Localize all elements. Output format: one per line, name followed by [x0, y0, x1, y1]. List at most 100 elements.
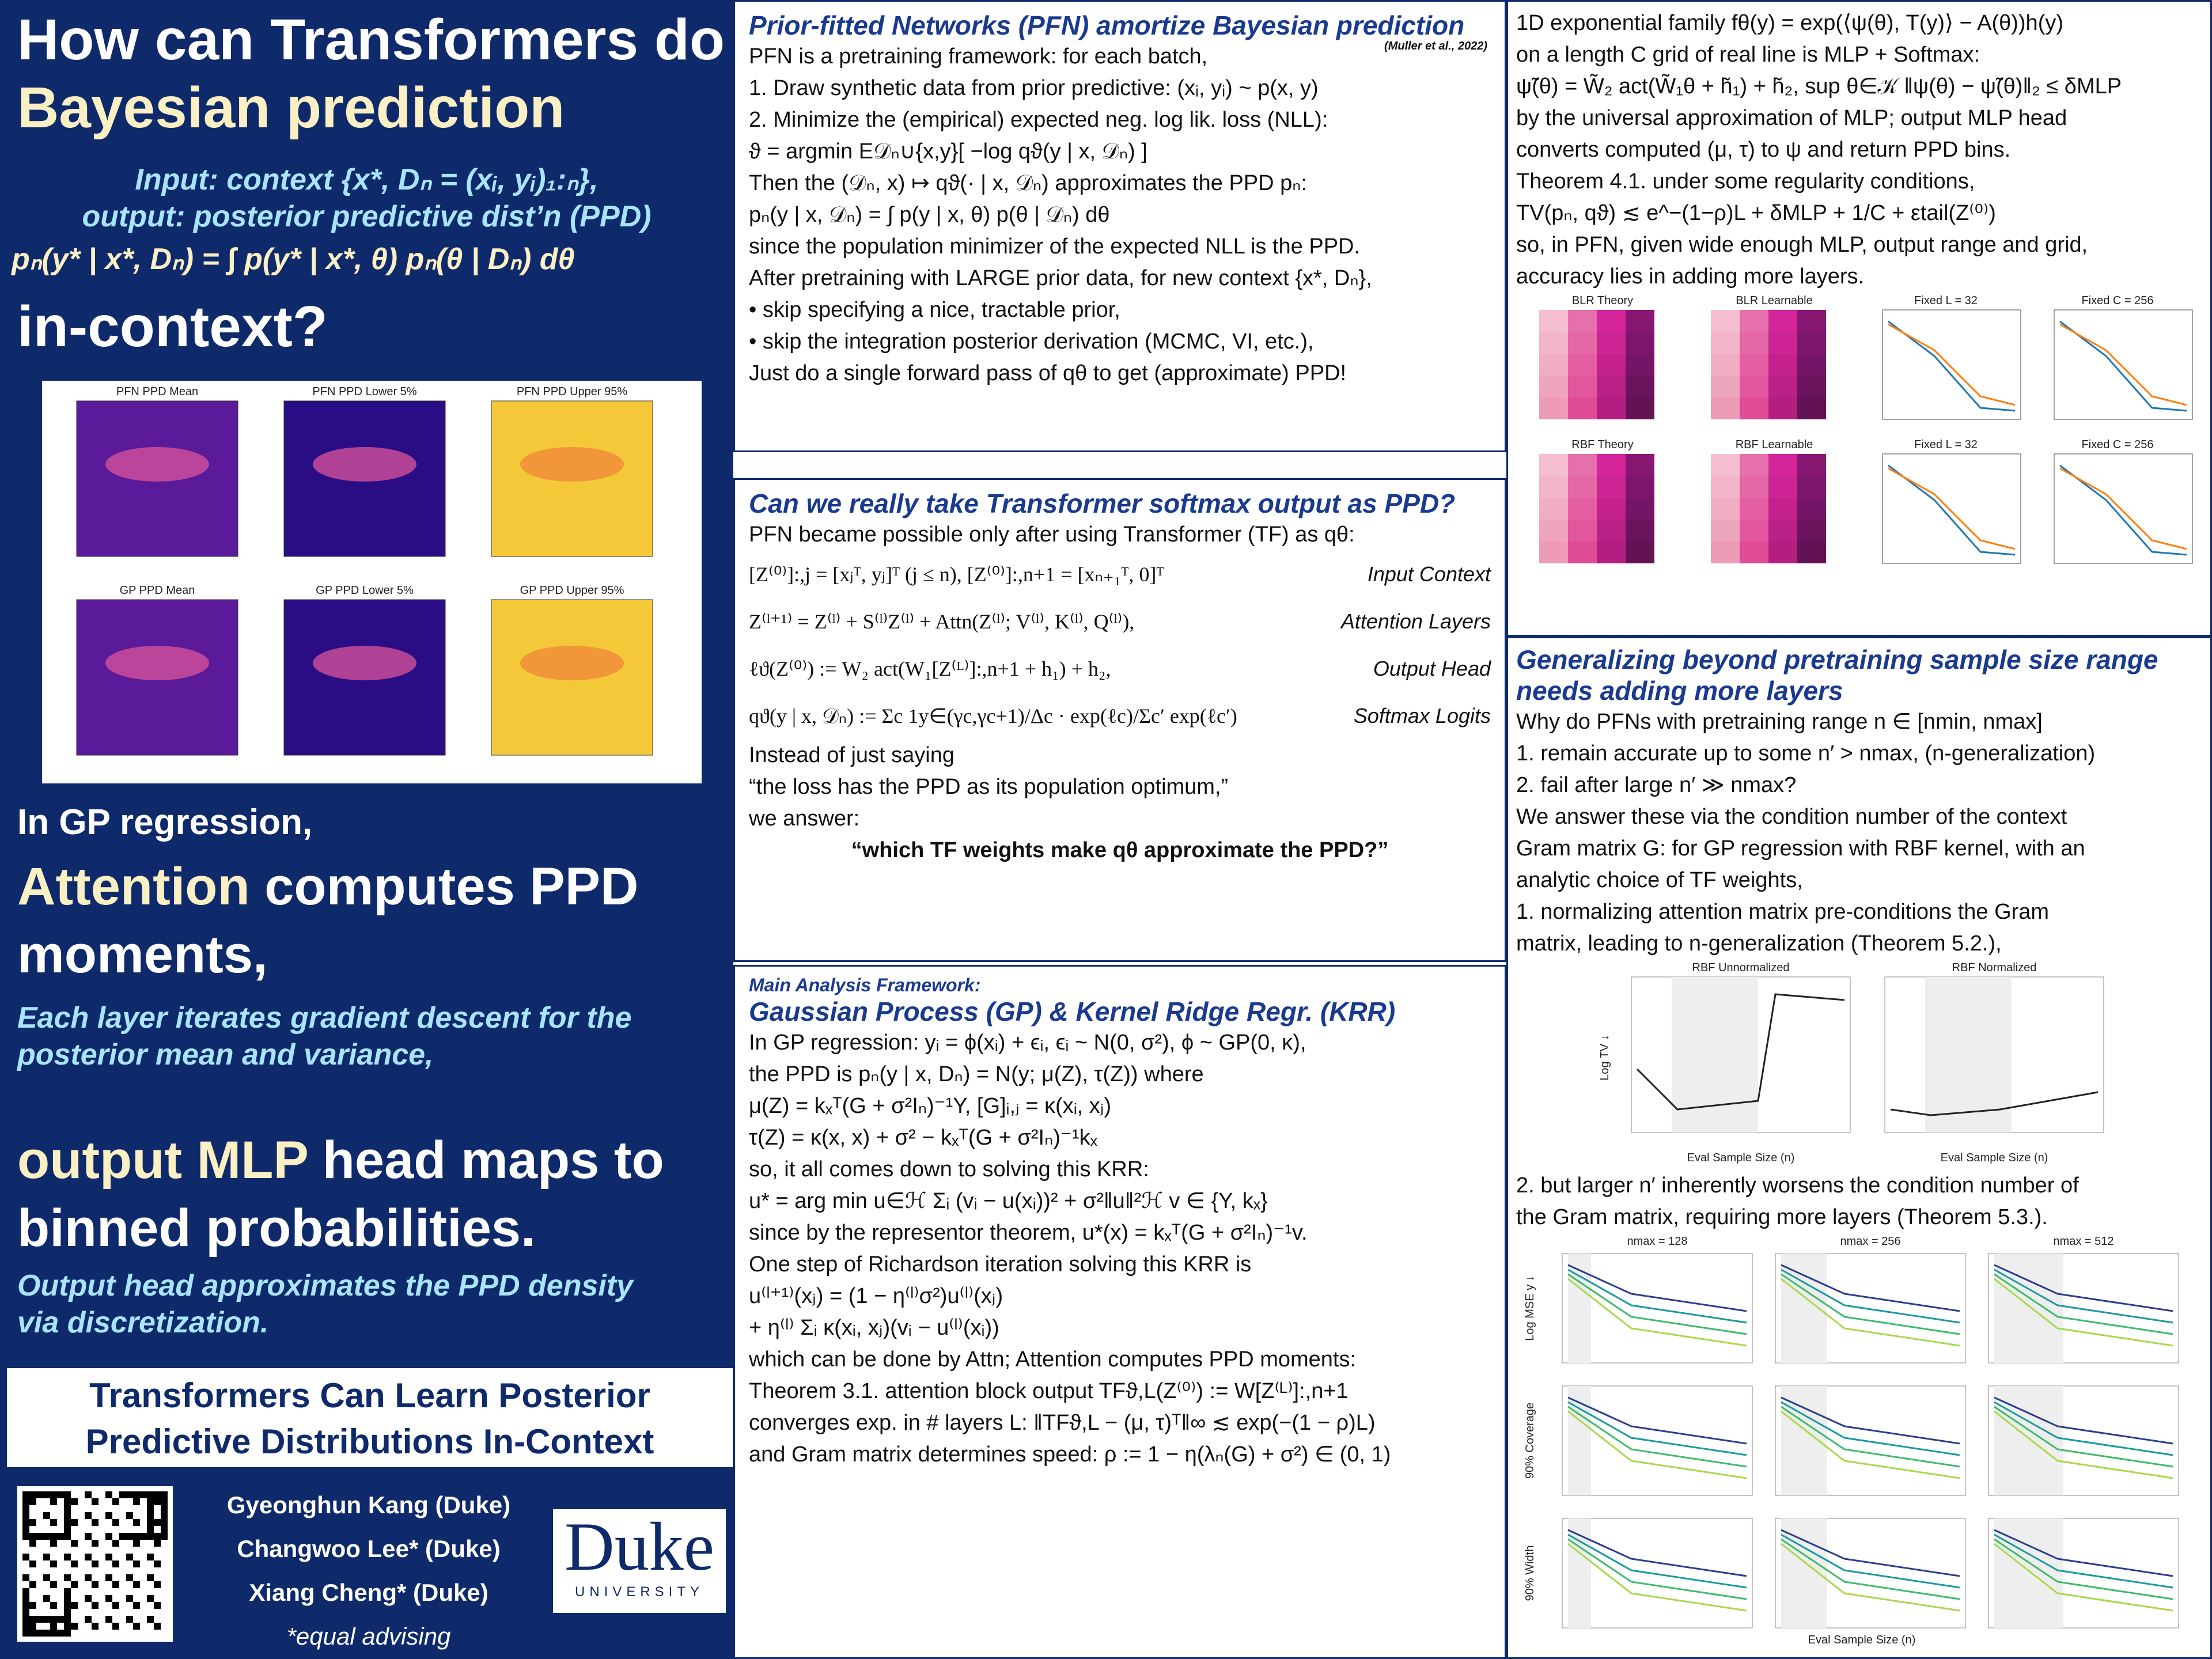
heat-cell: [1568, 498, 1597, 520]
qr-cell: [57, 1533, 64, 1540]
input-line: output: posterior predictive dist’n (PPD…: [82, 200, 652, 233]
curve: [2059, 464, 2187, 556]
heat-cell: [1768, 332, 1797, 354]
text-line: • skip the integration posterior derivat…: [749, 329, 1314, 354]
curve: [1994, 1396, 2173, 1445]
section-title: Can we really take Transformer softmax o…: [749, 488, 1456, 518]
heat-cell: [1539, 376, 1568, 397]
rbf-figure: RBF Unnormalized Eval Sample Size (n) RBF …: [1599, 961, 2104, 1164]
qr-cell: [112, 1519, 119, 1526]
text-line: One step of Richardson iteration solving…: [749, 1252, 1252, 1277]
qr-cell: [85, 1533, 92, 1540]
curve: [1567, 1529, 1747, 1577]
qr-cell: [147, 1616, 154, 1623]
qr-cell: [64, 1574, 71, 1581]
qr-cell: [161, 1512, 168, 1519]
heat-cell: [1626, 397, 1654, 419]
heat-cell: [1597, 354, 1626, 376]
curve: [1567, 1538, 1747, 1600]
y-label: Log MSE y ↓: [1524, 1275, 1536, 1340]
heat-cell: [1740, 476, 1768, 498]
curve: [1567, 1273, 1747, 1335]
qr-cell: [36, 1630, 43, 1637]
qr-cell: [85, 1595, 92, 1602]
qr-cell: [161, 1526, 168, 1533]
qr-cell: [133, 1602, 140, 1609]
qr-cell: [71, 1623, 78, 1630]
curve: [1781, 1268, 1960, 1324]
section-title: Prior-fitted Networks (PFN) amortize Bay…: [749, 10, 1465, 40]
equation-label: Output Head: [1373, 657, 1491, 680]
qr-cell: [22, 1574, 29, 1581]
heat-cell: [1711, 354, 1740, 376]
heat-cell: [1568, 376, 1597, 397]
heat-cell: [1711, 454, 1740, 476]
gp-intro: In GP regression,: [17, 802, 313, 842]
qr-cell: [119, 1533, 126, 1540]
panel-blob: [313, 646, 416, 680]
equation-label: Softmax Logits: [1353, 704, 1491, 728]
curve: [1781, 1529, 1960, 1577]
shade: [1672, 977, 1758, 1132]
qr-cell: [154, 1498, 161, 1505]
shade: [1994, 1386, 2063, 1495]
heat-cell: [1797, 354, 1826, 376]
theory-section: 1D exponential family fθ(y) = exp(⟨ψ(θ),…: [1506, 0, 2212, 637]
qr-cell: [147, 1526, 154, 1533]
qr-code: [17, 1486, 173, 1642]
qr-cell: [57, 1491, 64, 1498]
qr-cell: [64, 1533, 71, 1540]
equation-row: [Z⁽⁰⁾]:,j = [xⱼᵀ, yⱼ]ᵀ (j ≤ n), [Z⁽⁰⁾]:,…: [749, 551, 1491, 598]
heat-cell: [1539, 541, 1568, 563]
heat-cell: [1539, 454, 1568, 476]
curve: [1781, 1410, 1960, 1479]
text-line: 2. Minimize the (empirical) expected neg…: [749, 108, 1328, 132]
curve: [1567, 1406, 1747, 1468]
heat-cell: [1539, 498, 1568, 520]
qr-cell: [22, 1602, 29, 1609]
curve: [1890, 1091, 2099, 1116]
heat-cell: [1768, 310, 1797, 332]
curve: [2059, 467, 2187, 550]
qr-cell: [64, 1491, 71, 1498]
curve: [1781, 1401, 1960, 1456]
qr-cell: [29, 1519, 36, 1526]
heat-cell: [1597, 332, 1626, 354]
qr-cell: [64, 1609, 71, 1616]
heat-cell: [1711, 310, 1740, 332]
heat-cell: [1740, 332, 1768, 354]
heat-cell: [1711, 376, 1740, 397]
curve: [1567, 1268, 1747, 1324]
panel-title: PFN PPD Upper 95%: [517, 385, 628, 398]
qr-cell: [64, 1526, 71, 1533]
qr-cell: [92, 1602, 99, 1609]
x-label: Eval Sample Size (n): [1687, 1152, 1795, 1164]
text-line: on a length C grid of real line is MLP +…: [1516, 43, 1980, 67]
text-line: • skip specifying a nice, tractable prio…: [749, 298, 1120, 322]
theory-figure: BLR Theory BLR Learnable Fixed L = 32 Fixed…: [1539, 294, 2193, 564]
attn-claim: Attention computes PPD moments,: [17, 853, 720, 988]
qr-cell: [36, 1533, 43, 1540]
duke-logo: Duke UNIVERSITY: [553, 1509, 726, 1613]
panel-title: PFN PPD Mean: [116, 385, 198, 398]
curve: [1781, 1273, 1960, 1335]
qr-cell: [147, 1595, 154, 1602]
plot-frame: [2054, 453, 2193, 564]
heat-cell: [1768, 541, 1797, 563]
qr-cell: [22, 1519, 29, 1526]
heat-cell: [1740, 541, 1768, 563]
qr-cell: [92, 1560, 99, 1567]
qr-cell: [50, 1581, 57, 1588]
heat-cell: [1539, 520, 1568, 541]
equation-label: Input Context: [1367, 562, 1491, 586]
qr-cell: [126, 1616, 133, 1623]
qr-cell: [64, 1588, 71, 1595]
qr-cell: [50, 1491, 57, 1498]
qr-cell: [147, 1498, 154, 1505]
title-part: How can Transformers do: [17, 7, 725, 72]
heat-cell: [1568, 520, 1597, 541]
curve: [1994, 1533, 2173, 1589]
qr-cell: [43, 1616, 50, 1623]
heat-cell: [1626, 376, 1654, 397]
panel-title: RBF Theory: [1571, 438, 1633, 451]
